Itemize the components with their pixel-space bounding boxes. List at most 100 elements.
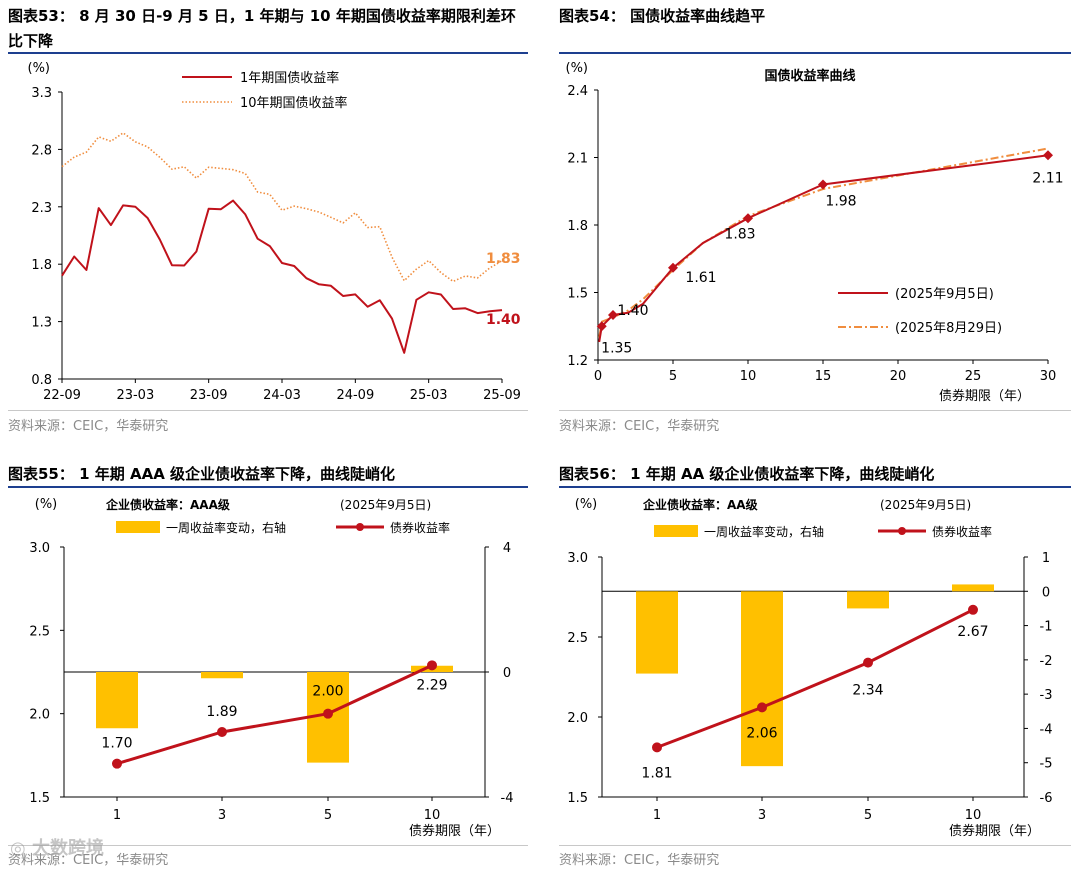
chart3-legend-bar-label: 一周收益率变动，右轴: [166, 520, 286, 535]
chart3-bar: [96, 672, 138, 729]
chart3-point-label: 2.29: [416, 677, 447, 693]
chart2-point-marker: [608, 310, 618, 320]
panel-rule-54: [559, 52, 1071, 54]
chart3-yield-marker: [112, 758, 122, 769]
chart4-yield-marker: [863, 657, 873, 668]
chart4-y-tick-label: 2.5: [567, 631, 588, 646]
chart3-y-tick-label: 2.0: [29, 708, 50, 723]
chart2-x-axis-label: 债券期限（年）: [939, 388, 1030, 404]
chart4-y-unit: (%): [575, 497, 598, 512]
chart3-y-tick-label: 2.5: [29, 624, 50, 639]
chart4-legend-line-label: 债券收益率: [932, 524, 992, 539]
chart3-yield-marker: [427, 660, 437, 671]
chart4-legend-line-marker: [898, 527, 906, 535]
chart2-point-label: 1.61: [685, 270, 716, 286]
chart1-x-tick-label: 24-09: [336, 388, 374, 403]
chart2-point-marker: [1043, 150, 1053, 161]
chart2-legend-label: (2025年9月5日): [895, 287, 994, 302]
chart3-legend-line-label: 债券收益率: [390, 520, 450, 535]
chart2-point-marker: [743, 213, 753, 224]
chart3-x-tick-label: 5: [324, 808, 332, 823]
chart4-bar: [847, 591, 889, 609]
chart2-y-tick-label: 1.8: [567, 219, 588, 234]
chart1-series-line: [61, 199, 503, 354]
panel-title-55: 图表55： 1 年期 AAA 级企业债收益率下降，曲线陡峭化: [8, 465, 396, 483]
watermark-logo-icon: ◎: [10, 838, 26, 859]
chart2-series-line: [598, 147, 1049, 338]
chart3-point-label: 1.70: [101, 736, 132, 752]
chart4-point-label: 1.81: [641, 765, 672, 781]
chart4-yield-marker: [652, 742, 662, 753]
chart4-bar: [741, 591, 783, 767]
chart3-yield-line: [116, 663, 433, 766]
chart3-y2-tick-label: 4: [503, 541, 511, 556]
chart4-yield-line: [656, 608, 974, 749]
chart1-legend-label: 1年期国债收益率: [240, 70, 339, 86]
chart1-end-label: 1.40: [486, 312, 521, 328]
chart2-point-marker: [818, 179, 828, 190]
chart2-x-tick-label: 30: [1040, 369, 1057, 384]
chart3-point-label: 2.00: [312, 684, 343, 700]
source-note-53: 资料来源：CEIC，华泰研究: [8, 419, 169, 434]
chart4-y2-tick-label: 1: [1042, 551, 1050, 566]
chart3-x-tick-label: 1: [113, 808, 121, 823]
chart4-x-tick-label: 1: [653, 808, 661, 823]
chart3-x-axis-label: 债券期限（年）: [409, 823, 500, 839]
chart1-y-tick-label: 1.8: [31, 258, 52, 273]
chart4-y2-tick-label: -4: [1040, 722, 1053, 737]
chart3-y-tick-label: 3.0: [29, 541, 50, 556]
chart2-title: 国债收益率曲线: [764, 68, 855, 84]
chart2-y-unit: (%): [566, 61, 589, 76]
chart3-yield-marker: [217, 727, 227, 737]
chart2-point-label: 1.83: [724, 226, 755, 242]
chart3-y-unit: (%): [35, 497, 58, 512]
chart2-point-marker: [596, 321, 607, 332]
chart1-x-tick-label: 24-03: [263, 388, 301, 403]
chart3-legend-line-marker: [356, 523, 364, 531]
chart2-point-marker: [668, 262, 678, 273]
chart2-x-tick-label: 25: [965, 369, 982, 384]
chart4-subtitle-date: (2025年9月5日): [880, 498, 971, 512]
chart4-legend-bar-swatch: [654, 525, 698, 537]
panel-title-54: 图表54： 国债收益率曲线趋平: [559, 7, 766, 25]
chart1-x-tick-label: 23-09: [190, 388, 228, 403]
chart4-y-tick-label: 1.5: [567, 791, 588, 806]
panel-source-rule-53: [8, 410, 528, 411]
chart4-x-tick-label: 5: [864, 808, 872, 823]
source-note-56: 资料来源：CEIC，华泰研究: [559, 853, 720, 868]
chart4-bar: [636, 591, 678, 674]
chart1-legend-label: 10年期国债收益率: [240, 95, 348, 111]
chart1-series-line: [61, 132, 503, 283]
panel-source-rule-55: [8, 845, 528, 846]
panel-rule-55: [8, 486, 528, 488]
chart3-subtitle: 企业债收益率：AAA级: [105, 497, 230, 512]
chart4-y-tick-label: 3.0: [567, 551, 588, 566]
chart2-x-tick-label: 10: [740, 369, 757, 384]
chart1-y-tick-label: 1.3: [31, 316, 52, 331]
panel-rule-53: [8, 52, 528, 54]
chart2-point-label: 2.11: [1032, 170, 1063, 186]
chart4-point-label: 2.06: [746, 725, 777, 741]
panel-title-53: 图表53： 8 月 30 日-9 月 5 日，1 年期与 10 年期国债收益率期…: [8, 7, 516, 50]
chart4-x-tick-label: 3: [758, 808, 766, 823]
chart4-point-label: 2.34: [852, 683, 883, 699]
chart1-y-tick-label: 2.8: [31, 143, 52, 158]
chart2-point-label: 1.35: [601, 340, 632, 356]
chart1-x-tick-label: 25-09: [483, 388, 521, 403]
chart2-point-label: 1.98: [825, 194, 856, 210]
chart1-y-tick-label: 2.3: [31, 201, 52, 216]
chart4-y2-tick-label: -1: [1040, 620, 1053, 635]
chart3-legend-bar-swatch: [116, 521, 160, 533]
chart4-point-label: 2.67: [957, 624, 988, 640]
chart4-legend-bar-label: 一周收益率变动，右轴: [704, 524, 824, 539]
chart1-y-unit: (%): [28, 61, 51, 76]
chart4-x-axis-label: 债券期限（年）: [949, 823, 1040, 839]
chart4-y2-tick-label: -5: [1040, 757, 1053, 772]
chart4-y-tick-label: 2.0: [567, 711, 588, 726]
chart1-x-tick-label: 22-09: [43, 388, 81, 403]
chart2-x-tick-label: 20: [890, 369, 907, 384]
chart2-y-tick-label: 1.2: [567, 354, 588, 369]
chart1-x-tick-label: 25-03: [410, 388, 448, 403]
chart3-yield-marker: [323, 708, 333, 719]
panel-source-rule-56: [559, 845, 1071, 846]
